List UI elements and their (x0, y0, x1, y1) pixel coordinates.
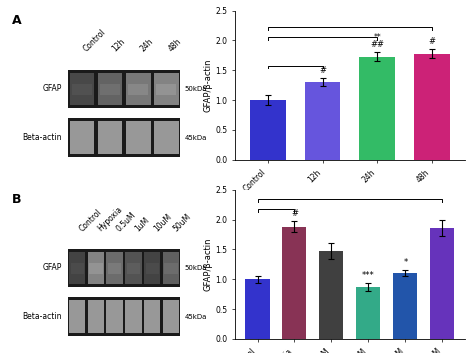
Bar (356, 287, 381, 339)
Bar (156, 84, 176, 95)
Text: Control: Control (77, 207, 103, 233)
Text: 50uM: 50uM (171, 211, 192, 233)
Bar (107, 300, 123, 333)
Bar (127, 263, 140, 274)
Bar (359, 56, 395, 160)
Text: 50kDa: 50kDa (184, 86, 207, 92)
Bar (98, 121, 122, 154)
Text: #: # (319, 66, 326, 75)
Bar (283, 227, 307, 339)
Bar (88, 252, 104, 284)
Bar (128, 84, 148, 95)
Bar (108, 263, 121, 274)
Bar (68, 249, 180, 287)
Bar (72, 84, 92, 95)
Text: GFAP: GFAP (42, 84, 62, 93)
Bar (98, 73, 122, 105)
Bar (68, 70, 180, 108)
Bar (125, 300, 142, 333)
Bar (146, 263, 159, 274)
Bar (69, 252, 85, 284)
Bar (126, 73, 151, 105)
Y-axis label: GFAP/β-actin: GFAP/β-actin (204, 59, 213, 112)
Text: 12h: 12h (110, 37, 127, 54)
Text: 48h: 48h (166, 37, 183, 54)
Bar (70, 121, 94, 154)
Y-axis label: GFAP/β-actin: GFAP/β-actin (204, 238, 213, 291)
Bar (68, 297, 180, 336)
Bar (305, 82, 340, 160)
Text: 50kDa: 50kDa (184, 265, 207, 271)
Text: A: A (11, 13, 21, 26)
Text: Control: Control (82, 28, 108, 54)
Bar (144, 252, 161, 284)
Text: 45kDa: 45kDa (184, 134, 207, 140)
Text: ***: *** (362, 271, 375, 280)
Bar (68, 118, 180, 157)
Text: 45kDa: 45kDa (184, 313, 207, 319)
Text: GFAP: GFAP (42, 263, 62, 273)
Text: #: # (428, 37, 435, 46)
Text: B: B (11, 193, 21, 206)
Bar (154, 73, 179, 105)
Text: *: * (403, 258, 408, 267)
Text: 1uM: 1uM (134, 215, 151, 233)
Bar (71, 263, 84, 274)
Bar (250, 100, 286, 160)
Text: Beta-actin: Beta-actin (22, 133, 62, 142)
Bar (144, 300, 161, 333)
Bar (126, 121, 151, 154)
Text: 10uM: 10uM (152, 212, 173, 233)
Bar (154, 121, 179, 154)
Bar (164, 263, 178, 274)
Text: Hypoxia: Hypoxia (96, 205, 124, 233)
Text: 0.5uM: 0.5uM (115, 210, 138, 233)
Bar (163, 300, 179, 333)
Bar (125, 252, 142, 284)
Text: **: ** (374, 32, 381, 42)
Bar (163, 252, 179, 284)
Text: #: # (291, 209, 298, 218)
Bar (69, 300, 85, 333)
Text: 24h: 24h (138, 37, 155, 54)
Bar (319, 251, 344, 339)
Bar (70, 73, 94, 105)
Bar (107, 252, 123, 284)
Bar (414, 54, 449, 160)
Bar (393, 273, 418, 339)
Bar (89, 263, 102, 274)
Text: ##: ## (370, 40, 384, 49)
Text: Beta-actin: Beta-actin (22, 312, 62, 321)
Bar (88, 300, 104, 333)
Bar (430, 228, 455, 339)
Bar (246, 279, 270, 339)
Bar (100, 84, 120, 95)
